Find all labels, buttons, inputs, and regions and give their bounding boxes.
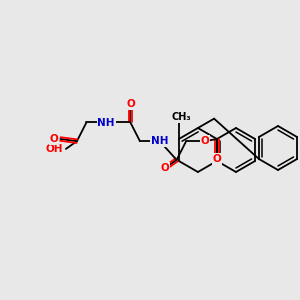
Text: O: O [50, 134, 58, 144]
Text: O: O [213, 154, 221, 164]
Text: NH: NH [98, 118, 115, 128]
Text: CH₃: CH₃ [171, 112, 191, 122]
Text: OH: OH [45, 144, 63, 154]
Text: NH: NH [151, 136, 169, 146]
Text: O: O [200, 136, 209, 146]
Text: O: O [126, 99, 135, 109]
Text: O: O [160, 163, 169, 172]
Text: O: O [213, 156, 221, 166]
